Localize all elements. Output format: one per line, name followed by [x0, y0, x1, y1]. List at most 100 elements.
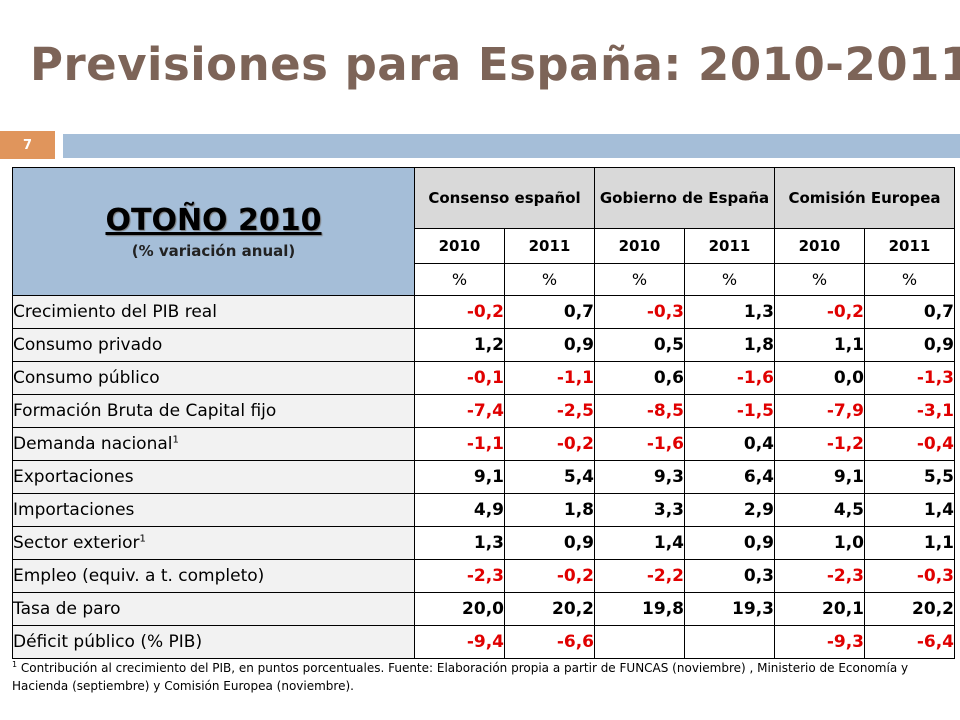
value-cell: 19,8 — [594, 592, 685, 626]
page-number-badge: 7 — [0, 131, 55, 159]
value-cell: -0,2 — [414, 295, 505, 329]
year-header: 2011 — [864, 228, 955, 264]
row-label-text: Demanda nacional — [13, 434, 173, 454]
table-row: Crecimiento del PIB real -0,2 0,7 -0,3 1,3 -0… — [12, 295, 955, 329]
value-cell: 0,9 — [864, 328, 955, 362]
value-cell: 1,1 — [774, 328, 865, 362]
value-cell: 1,3 — [414, 526, 505, 560]
table-row: Demanda nacional1 -1,1 -0,2 -1,6 0,4 -1,2 -0,4 — [12, 427, 955, 461]
table-row: Sector exterior1 1,3 0,9 1,4 0,9 1,0 1,1 — [12, 526, 955, 560]
row-label: Consumo público — [12, 361, 415, 395]
page-number: 7 — [22, 137, 33, 153]
row-label: Crecimiento del PIB real — [12, 295, 415, 329]
footnote-text: Contribución al crecimiento del PIB, en … — [12, 661, 909, 693]
unit-cell: % — [774, 263, 865, 296]
value-cell: -2,5 — [504, 394, 595, 428]
table-row: Consumo público -0,1 -1,1 0,6 -1,6 0,0 -1,3 — [12, 361, 955, 395]
value-cell: -1,6 — [594, 427, 685, 461]
forecast-table: OTOÑO 2010 (% variación anual) Consenso … — [12, 167, 955, 659]
row-label: Tasa de paro — [12, 592, 415, 626]
value-cell: -2,3 — [774, 559, 865, 593]
value-cell: 0,4 — [684, 427, 775, 461]
value-cell: 1,3 — [684, 295, 775, 329]
value-cell: -0,3 — [594, 295, 685, 329]
year-header: 2011 — [504, 228, 595, 264]
value-cell: -7,4 — [414, 394, 505, 428]
value-cell: 2,9 — [684, 493, 775, 527]
value-cell: -9,3 — [774, 625, 865, 659]
group-header: Gobierno de España — [594, 167, 775, 229]
value-cell: 0,6 — [594, 361, 685, 395]
value-cell: 20,2 — [504, 592, 595, 626]
row-label-text: Consumo privado — [13, 335, 163, 355]
row-label: Empleo (equiv. a t. completo) — [12, 559, 415, 593]
value-cell: 0,3 — [684, 559, 775, 593]
value-cell: -1,6 — [684, 361, 775, 395]
table-body: Crecimiento del PIB real -0,2 0,7 -0,3 1,3 -0… — [12, 295, 955, 659]
value-cell: 0,0 — [774, 361, 865, 395]
value-cell: 1,4 — [864, 493, 955, 527]
year-header: 2010 — [774, 228, 865, 264]
footnote: 1 Contribución al crecimiento del PIB, e… — [12, 656, 947, 695]
row-label-text: Consumo público — [13, 368, 160, 388]
season-title: OTOÑO 2010 — [105, 202, 322, 238]
units-row: %%%%%% — [13, 263, 955, 296]
value-cell: 9,1 — [774, 460, 865, 494]
value-cell: 9,3 — [594, 460, 685, 494]
table-row: Déficit público (% PIB) -9,4 -6,6 -9,3 -6,4 — [12, 625, 955, 659]
unit-cell: % — [594, 263, 685, 296]
footnote-mark: 1 — [12, 660, 18, 669]
row-label: Formación Bruta de Capital fijo — [12, 394, 415, 428]
table-row: Exportaciones 9,1 5,4 9,3 6,4 9,1 5,5 — [12, 460, 955, 494]
value-cell: 5,4 — [504, 460, 595, 494]
row-label-text: Tasa de paro — [13, 599, 121, 619]
row-label: Exportaciones — [12, 460, 415, 494]
value-cell: 0,9 — [504, 328, 595, 362]
value-cell: 1,0 — [774, 526, 865, 560]
value-cell: 19,3 — [684, 592, 775, 626]
value-cell: -8,5 — [594, 394, 685, 428]
value-cell: -1,1 — [504, 361, 595, 395]
slide-title: Previsiones para España: 2010-2011 — [30, 38, 960, 91]
value-cell: 20,2 — [864, 592, 955, 626]
value-cell: -0,3 — [864, 559, 955, 593]
row-label: Déficit público (% PIB) — [12, 625, 415, 659]
value-cell: 0,7 — [864, 295, 955, 329]
table-row: Importaciones 4,9 1,8 3,3 2,9 4,5 1,4 — [12, 493, 955, 527]
row-label-text: Empleo (equiv. a t. completo) — [13, 566, 265, 586]
value-cell: 4,9 — [414, 493, 505, 527]
value-cell: 1,8 — [504, 493, 595, 527]
group-header: Comisión Europea — [774, 167, 955, 229]
year-header: 2011 — [684, 228, 775, 264]
table-row: Consumo privado 1,2 0,9 0,5 1,8 1,1 0,9 — [12, 328, 955, 362]
header-band — [63, 134, 960, 158]
value-cell: -0,2 — [504, 559, 595, 593]
row-label-text: Importaciones — [13, 500, 135, 520]
table-row: Tasa de paro 20,0 20,2 19,8 19,3 20,1 20,2 — [12, 592, 955, 626]
value-cell: 3,3 — [594, 493, 685, 527]
year-header: 2010 — [594, 228, 685, 264]
value-cell: -0,2 — [504, 427, 595, 461]
unit-cell: % — [684, 263, 775, 296]
value-cell: 6,4 — [684, 460, 775, 494]
value-cell: 9,1 — [414, 460, 505, 494]
value-cell: -0,4 — [864, 427, 955, 461]
value-cell: 20,1 — [774, 592, 865, 626]
value-cell: -7,9 — [774, 394, 865, 428]
unit-cell: % — [864, 263, 955, 296]
value-cell: 0,9 — [504, 526, 595, 560]
row-label: Demanda nacional1 — [12, 427, 415, 461]
value-cell: 0,9 — [684, 526, 775, 560]
value-cell: 1,8 — [684, 328, 775, 362]
row-label-text: Sector exterior — [13, 533, 140, 553]
row-label: Consumo privado — [12, 328, 415, 362]
group-header: Consenso español — [414, 167, 595, 229]
value-cell: 4,5 — [774, 493, 865, 527]
value-cell: -0,1 — [414, 361, 505, 395]
table-row: Empleo (equiv. a t. completo) -2,3 -0,2 -2,… — [12, 559, 955, 593]
value-cell: 1,1 — [864, 526, 955, 560]
table-row: Formación Bruta de Capital fijo -7,4 -2,5-… — [12, 394, 955, 428]
value-cell: -2,2 — [594, 559, 685, 593]
value-cell: 0,7 — [504, 295, 595, 329]
value-cell — [594, 625, 685, 659]
